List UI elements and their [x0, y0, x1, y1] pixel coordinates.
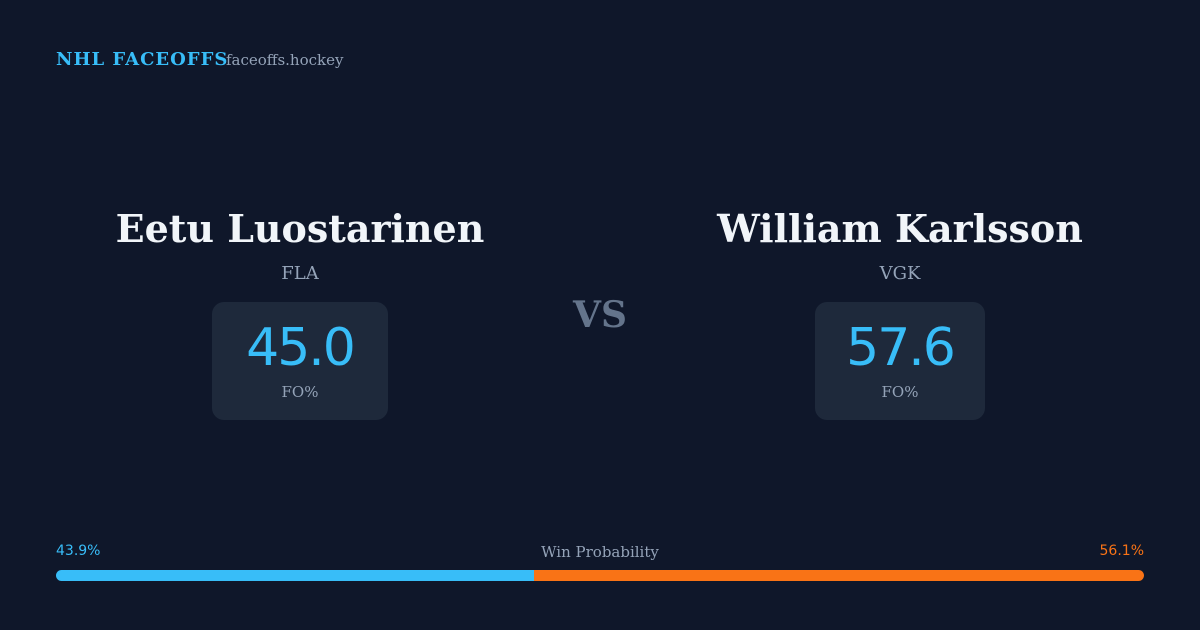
- stat-box: 57.6 FO%: [815, 302, 985, 420]
- site: faceoffs.hockey: [226, 51, 344, 69]
- probability-segment: [56, 570, 534, 581]
- probability-label: 43.9%: [56, 543, 101, 559]
- stat-label: FO%: [881, 383, 919, 401]
- stat-box: 45.0 FO%: [212, 302, 388, 420]
- player-name: Eetu Luostarinen: [115, 206, 485, 251]
- probability-bar: [56, 570, 1144, 581]
- player-team: VGK: [879, 263, 921, 284]
- player-name: William Karlsson: [717, 206, 1083, 251]
- stat-label: FO%: [281, 383, 319, 401]
- stat-value: 45.0: [246, 318, 356, 378]
- probability-segment: [533, 570, 1144, 581]
- probability-label: 56.1%: [1099, 543, 1144, 559]
- stat-value: 57.6: [846, 318, 956, 378]
- probability-title: Win Probability: [541, 543, 659, 561]
- player-team: FLA: [281, 263, 319, 284]
- brand: NHL FACEOFFS: [56, 49, 229, 70]
- versus: VS: [573, 294, 627, 336]
